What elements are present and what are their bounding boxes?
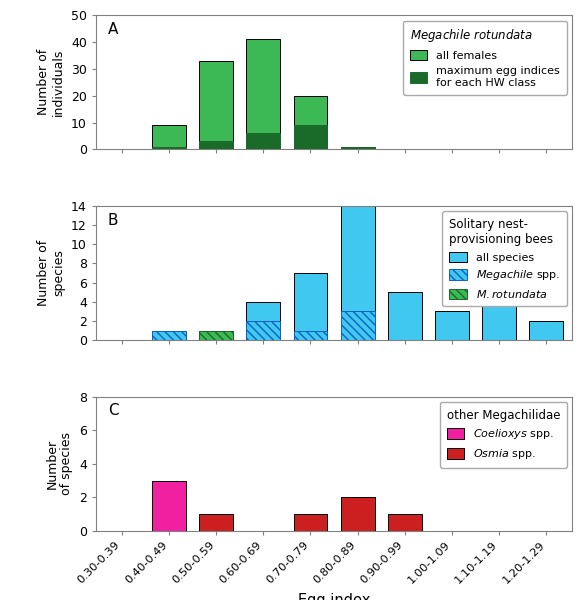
Y-axis label: Number
of species: Number of species	[45, 433, 73, 496]
Bar	[293, 514, 328, 531]
Legend: ${\it Coelioxys}$ spp., ${\it Osmia}$ spp.: ${\it Coelioxys}$ spp., ${\it Osmia}$ sp…	[440, 402, 566, 467]
Bar	[340, 497, 375, 531]
Y-axis label: Number of
species: Number of species	[37, 240, 66, 306]
Bar	[199, 61, 233, 149]
Bar	[152, 125, 186, 149]
Bar	[435, 311, 469, 340]
Bar	[293, 95, 328, 149]
Bar	[293, 125, 328, 149]
Bar	[152, 331, 186, 340]
Bar	[152, 146, 186, 149]
Bar	[199, 331, 233, 340]
Bar	[293, 273, 328, 340]
Bar	[340, 311, 375, 340]
Bar	[199, 331, 233, 340]
Bar	[199, 142, 233, 149]
Bar	[199, 331, 233, 340]
Bar	[246, 39, 280, 149]
Bar	[482, 292, 516, 340]
Bar	[340, 206, 375, 340]
Bar	[152, 331, 186, 340]
Bar	[246, 133, 280, 149]
Bar	[246, 302, 280, 340]
Legend: all species, ${\it Megachile}$ spp., ${\it M. rotundata}$: all species, ${\it Megachile}$ spp., ${\…	[442, 211, 566, 307]
Bar	[388, 514, 422, 531]
X-axis label: Egg index: Egg index	[298, 593, 370, 600]
Bar	[199, 514, 233, 531]
Text: B: B	[108, 212, 119, 227]
Bar	[293, 331, 328, 340]
Text: A: A	[108, 22, 118, 37]
Bar	[340, 146, 375, 149]
Bar	[340, 146, 375, 149]
Bar	[529, 321, 564, 340]
Legend: all females, maximum egg indices
for each HW class: all females, maximum egg indices for eac…	[403, 20, 566, 95]
Bar	[152, 481, 186, 531]
Y-axis label: Number of
individuals: Number of individuals	[37, 49, 65, 116]
Bar	[388, 292, 422, 340]
Text: C: C	[108, 403, 119, 418]
Bar	[246, 321, 280, 340]
